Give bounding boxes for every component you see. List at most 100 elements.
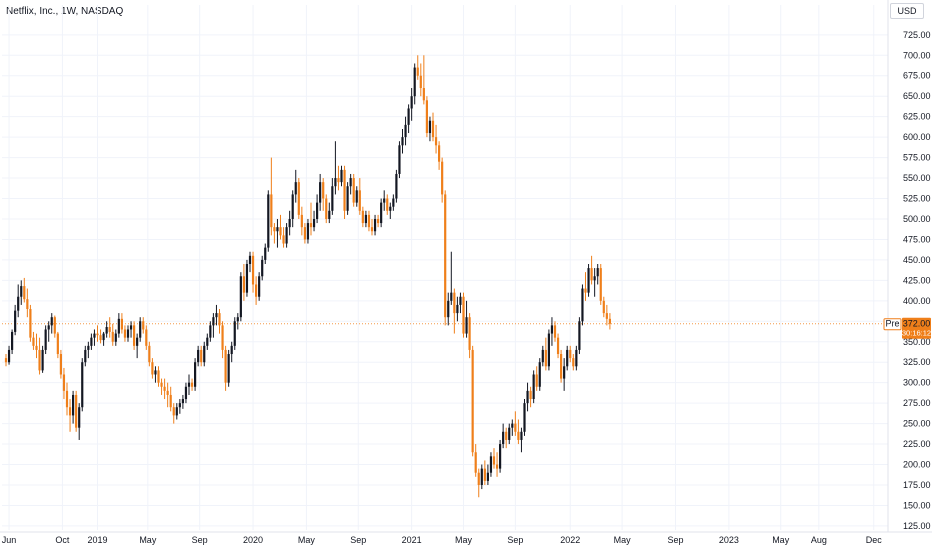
candle [44,325,47,355]
candle [587,263,590,297]
candle-body [297,182,300,215]
candle [550,317,554,346]
candle-body [355,190,358,203]
candle-body [526,390,529,404]
candle-body [471,349,474,453]
candle-body [68,407,72,416]
candle-body [139,321,142,338]
candle [117,313,120,338]
candle [157,366,160,387]
candle-body [96,333,99,336]
candle [474,444,477,477]
candle [331,178,334,215]
candle-body [468,317,471,350]
candle-body [495,464,499,469]
candle-body [133,325,136,346]
y-tick-label: 500.00 [903,214,931,224]
candle-body [505,431,508,440]
candle [90,333,93,350]
y-tick-label: 225.00 [903,439,931,449]
x-tick-label: Sep [192,535,208,545]
candle [279,214,282,240]
candle-body [282,235,285,244]
candle [392,194,395,211]
candle [239,272,242,322]
grid [2,5,888,530]
candle-body [206,337,209,346]
candle [197,345,200,367]
candle-body [575,349,578,367]
candle [136,333,139,359]
y-tick-label: 125.00 [903,521,931,531]
candle [377,214,380,228]
candle [53,315,56,338]
candle [56,331,59,359]
candle [355,186,358,207]
candle [93,329,96,346]
candle-body [541,349,544,363]
candle-body [517,431,520,440]
candle-body [20,286,23,297]
candle-body [492,456,496,465]
candle-body [142,321,145,330]
candle [87,341,90,359]
candle-body [181,399,184,404]
candle-body [535,374,538,387]
x-tick-label: Sep [667,535,683,545]
candle-body [218,313,221,326]
candle-body [62,374,66,391]
candle-body [184,386,188,400]
candle [511,419,514,436]
pre-tag-box [883,318,902,331]
candle [154,366,157,383]
candle [410,88,413,121]
currency-selector[interactable]: USD [890,3,924,19]
candle-body [389,206,392,211]
candle-body [270,194,273,228]
candle-body [212,317,215,326]
candle [404,116,407,146]
candle-body [136,337,139,346]
candle [129,321,133,338]
candle-body [553,325,557,338]
x-tick-label: Jun [2,535,17,545]
candle [361,206,364,228]
candle-body [279,227,282,236]
candle-body [41,349,44,371]
y-tick-label: 350.00 [903,337,931,347]
candle-body [187,382,191,387]
candle [581,284,584,326]
candle-body [358,190,361,211]
candle [233,317,236,350]
y-tick-label: 675.00 [903,71,931,81]
candle [517,419,520,445]
candle-body [172,407,175,416]
candle-body [563,366,566,379]
candle [126,325,130,342]
candle [489,452,493,477]
candle-body [50,317,53,326]
candle-body [200,349,203,363]
candle-body [87,345,90,350]
candle-body [395,173,398,199]
candle-body [108,327,111,332]
pre-tag-label: Pre [885,319,899,329]
candle [200,345,203,367]
candle-body [431,120,435,138]
candle [383,190,386,211]
candle [419,63,422,97]
candle-body [325,198,328,219]
candle-body [380,202,383,224]
candle [29,304,32,342]
candle [7,345,11,365]
candle-body [53,317,56,334]
candle [328,202,331,224]
candle [184,382,188,404]
candle-body [373,218,377,232]
candle [602,296,605,318]
candle-body [84,349,87,363]
candle-body [322,182,325,199]
candle-body [514,423,517,432]
